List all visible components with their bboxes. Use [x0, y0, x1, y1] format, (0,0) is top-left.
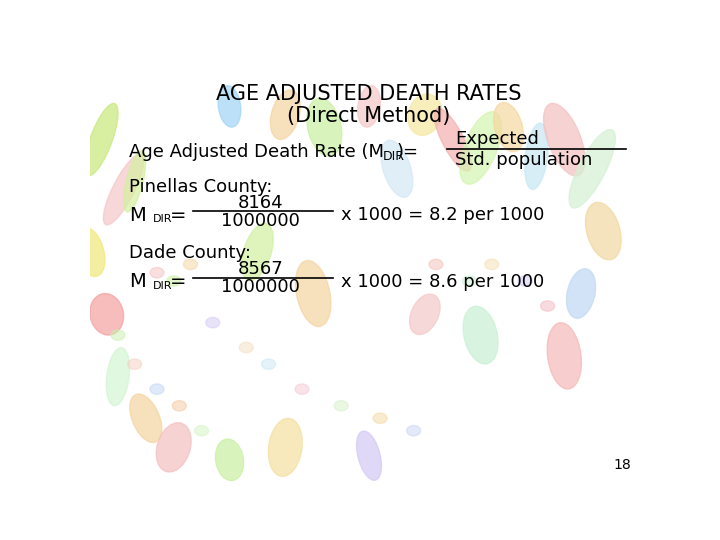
Ellipse shape: [124, 151, 145, 212]
Ellipse shape: [295, 384, 309, 394]
Ellipse shape: [356, 431, 382, 480]
Text: M: M: [129, 206, 146, 225]
Ellipse shape: [269, 418, 302, 476]
Ellipse shape: [462, 276, 477, 286]
Text: )=: )=: [396, 143, 418, 161]
Ellipse shape: [75, 227, 105, 276]
Ellipse shape: [494, 103, 523, 152]
Text: x 1000 = 8.2 per 1000: x 1000 = 8.2 per 1000: [341, 206, 544, 224]
Ellipse shape: [167, 276, 181, 286]
Text: Pinellas County:: Pinellas County:: [129, 178, 272, 197]
Ellipse shape: [525, 123, 548, 190]
Ellipse shape: [206, 318, 220, 328]
Ellipse shape: [218, 86, 241, 127]
Ellipse shape: [84, 104, 118, 176]
Ellipse shape: [307, 98, 342, 156]
Ellipse shape: [150, 384, 164, 394]
Text: 18: 18: [613, 458, 631, 472]
Text: AGE ADJUSTED DEATH RATES: AGE ADJUSTED DEATH RATES: [216, 84, 522, 104]
Ellipse shape: [184, 259, 197, 269]
Text: DIR: DIR: [382, 150, 405, 163]
Text: 8164: 8164: [238, 194, 283, 212]
Ellipse shape: [407, 426, 420, 436]
Ellipse shape: [485, 259, 499, 269]
Ellipse shape: [127, 359, 142, 369]
Text: (Direct Method): (Direct Method): [287, 106, 451, 126]
Text: DIR: DIR: [153, 214, 173, 225]
Ellipse shape: [295, 260, 331, 327]
Ellipse shape: [434, 108, 471, 171]
Ellipse shape: [381, 140, 413, 197]
Ellipse shape: [547, 323, 582, 389]
Ellipse shape: [111, 330, 125, 340]
Text: 1000000: 1000000: [221, 212, 300, 230]
Text: =: =: [170, 206, 186, 225]
Ellipse shape: [156, 423, 192, 472]
Ellipse shape: [460, 112, 501, 184]
Ellipse shape: [107, 348, 130, 406]
Ellipse shape: [239, 342, 253, 353]
Ellipse shape: [358, 86, 380, 127]
Text: x 1000 = 8.6 per 1000: x 1000 = 8.6 per 1000: [341, 273, 544, 291]
Ellipse shape: [585, 202, 621, 260]
Ellipse shape: [410, 294, 440, 335]
Text: Std. population: Std. population: [456, 151, 593, 170]
Ellipse shape: [408, 94, 442, 136]
Ellipse shape: [334, 401, 348, 411]
Ellipse shape: [541, 301, 554, 311]
Ellipse shape: [373, 413, 387, 423]
Ellipse shape: [130, 394, 162, 442]
Ellipse shape: [150, 267, 164, 278]
Ellipse shape: [261, 359, 276, 369]
Ellipse shape: [90, 294, 124, 335]
Ellipse shape: [544, 103, 585, 176]
Text: Age Adjusted Death Rate (M: Age Adjusted Death Rate (M: [129, 143, 384, 161]
Text: M: M: [129, 272, 146, 292]
Text: =: =: [170, 272, 186, 292]
Ellipse shape: [518, 276, 532, 286]
Ellipse shape: [172, 401, 186, 411]
Text: Dade County:: Dade County:: [129, 244, 251, 262]
Ellipse shape: [567, 269, 595, 318]
Ellipse shape: [215, 439, 243, 481]
Ellipse shape: [271, 90, 300, 139]
Ellipse shape: [194, 426, 209, 436]
Text: 8567: 8567: [238, 260, 283, 279]
Ellipse shape: [241, 224, 274, 280]
Text: Expected: Expected: [456, 130, 539, 148]
Ellipse shape: [104, 154, 143, 225]
Text: DIR: DIR: [153, 281, 173, 291]
Text: 1000000: 1000000: [221, 278, 300, 296]
Ellipse shape: [463, 306, 498, 364]
Ellipse shape: [429, 259, 443, 269]
Ellipse shape: [569, 130, 616, 208]
